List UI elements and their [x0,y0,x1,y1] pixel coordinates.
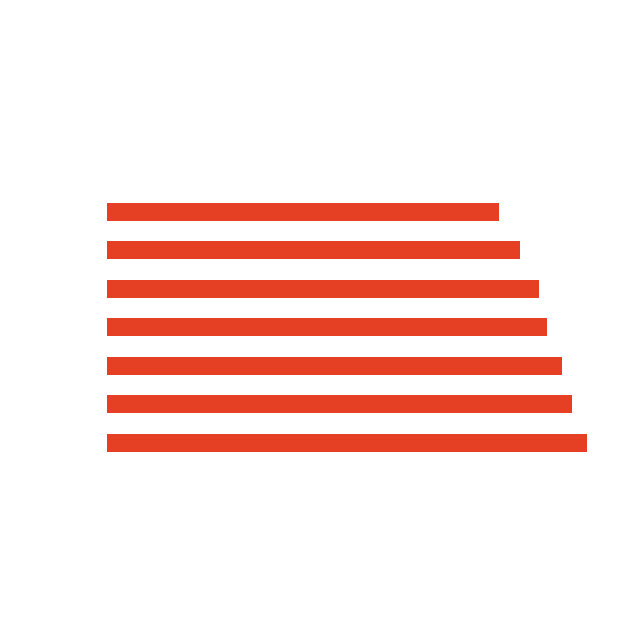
stripe [107,280,539,298]
stripe [107,395,572,413]
stripe [107,318,547,336]
stripe [107,357,562,375]
stripe [107,241,520,259]
stripe [107,434,587,452]
stripe [107,203,499,221]
